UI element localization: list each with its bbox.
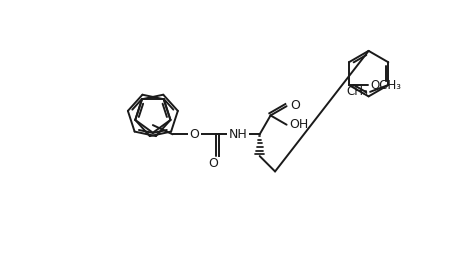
Text: O: O [208,157,218,170]
Text: NH: NH [228,128,247,141]
Text: OH: OH [290,118,309,131]
Text: O: O [290,99,300,112]
Text: CH₃: CH₃ [346,85,368,98]
Text: O: O [189,128,199,141]
Text: OCH₃: OCH₃ [370,79,401,91]
